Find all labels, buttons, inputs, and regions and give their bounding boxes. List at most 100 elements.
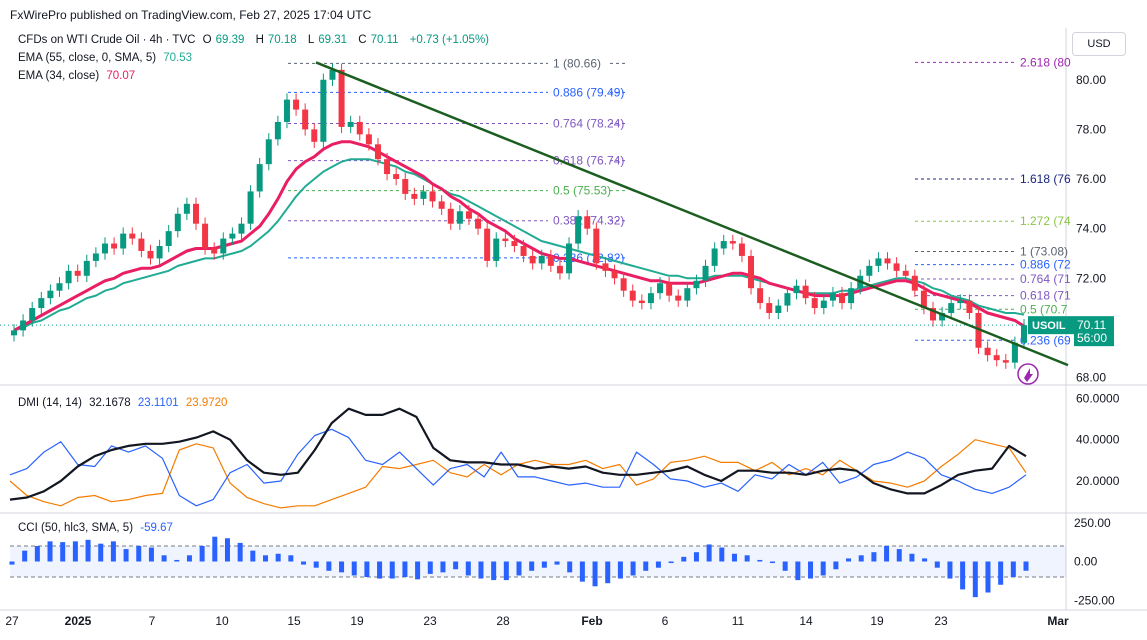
cci-bar xyxy=(478,561,484,579)
cci-band xyxy=(10,546,1066,577)
candle-body xyxy=(602,263,609,271)
price-tick-label: 70.00 xyxy=(1076,321,1106,335)
cci-bar xyxy=(655,561,661,568)
cci-legend[interactable]: CCI (50, hlc3, SMA, 5) -59.67 xyxy=(18,522,177,534)
dmi-label: DMI (14, 14) xyxy=(18,397,82,409)
candle-body xyxy=(811,298,818,309)
time-tick-label: 19 xyxy=(870,614,884,628)
candle-body xyxy=(720,241,727,249)
candle-body xyxy=(165,231,172,247)
dmi-lines xyxy=(9,407,1027,509)
candle-body xyxy=(20,320,27,331)
candle-body xyxy=(47,290,54,299)
symbol-legend: CFDs on WTI Crude Oil · 4h · TVC O 69.39 … xyxy=(18,34,493,46)
candle-body xyxy=(766,303,773,314)
fib-left-label: 1 (80.66) xyxy=(553,56,601,70)
candle-body xyxy=(575,216,582,244)
cci-bar xyxy=(922,558,928,562)
candle-body xyxy=(220,238,227,254)
cci-bar xyxy=(858,555,864,562)
cci-bar xyxy=(1010,561,1016,577)
candle-body xyxy=(393,174,400,180)
candle-body xyxy=(156,246,163,259)
time-tick-label: 27 xyxy=(5,614,19,628)
candle-body xyxy=(902,270,909,276)
cci-bar xyxy=(833,561,839,570)
trendline xyxy=(315,61,1069,367)
cci-label: CCI (50, hlc3, SMA, 5) xyxy=(18,522,134,534)
cci-bar xyxy=(60,542,66,562)
dmi-tick-label: 60.0000 xyxy=(1076,391,1120,405)
candle-body xyxy=(738,243,745,256)
candle-body xyxy=(74,270,81,276)
candle-body xyxy=(29,308,36,321)
cci-bar xyxy=(871,552,877,562)
candle-body xyxy=(447,208,454,224)
cci-bar xyxy=(465,561,471,576)
candle-body xyxy=(930,308,937,321)
dmi-legend[interactable]: DMI (14, 14) 32.1678 23.1101 23.9720 xyxy=(18,397,231,409)
cci-bar xyxy=(579,561,585,582)
candle-body xyxy=(329,69,336,80)
price-tag-box xyxy=(1074,316,1114,347)
candle-body xyxy=(975,313,982,348)
candle-body xyxy=(365,134,372,145)
symbol-tag-text: USOIL xyxy=(1032,320,1066,332)
candle-body xyxy=(748,255,755,289)
ema34-legend[interactable]: EMA (34, close) 70.07 xyxy=(18,70,139,82)
fib-right-label: 0.618 (71 xyxy=(1020,289,1071,303)
ema55-line xyxy=(13,158,1025,332)
cci-bar xyxy=(72,541,78,562)
candle-body xyxy=(56,283,63,291)
ema34-value: 70.07 xyxy=(106,70,136,82)
candle-body xyxy=(229,233,236,239)
cci-tick-label: -250.00 xyxy=(1074,593,1115,607)
candle-body xyxy=(338,69,345,127)
candle-body xyxy=(893,263,900,271)
candle-body xyxy=(120,233,127,249)
fib-right-label: 0.886 (72 xyxy=(1020,258,1071,272)
candle-body xyxy=(502,238,509,242)
cci-bar xyxy=(681,556,687,562)
ohlc-close: C 70.11 xyxy=(358,34,399,46)
candle-body xyxy=(438,201,445,209)
cci-bar xyxy=(288,555,294,562)
candle-body xyxy=(311,129,318,142)
candle-body xyxy=(265,139,272,165)
candle-body xyxy=(1011,342,1018,363)
price-tick-label: 76.00 xyxy=(1076,172,1106,186)
ema55-value: 70.53 xyxy=(163,52,193,64)
candle-body xyxy=(629,290,636,301)
cci-bar xyxy=(389,561,395,579)
ohlc-high: H 70.18 xyxy=(255,34,297,46)
candle-body xyxy=(238,223,245,234)
candle-body xyxy=(465,211,472,219)
candle-body xyxy=(939,313,946,321)
candle-body xyxy=(884,258,891,264)
candle-body xyxy=(675,295,682,301)
cci-bar xyxy=(820,561,826,576)
fib-left-label: 0.886 (79.49) xyxy=(553,85,624,99)
ohlc-open: O 69.39 xyxy=(202,34,245,46)
currency-button[interactable]: USD xyxy=(1072,32,1126,56)
candle-body xyxy=(875,258,882,266)
time-tick-label: 6 xyxy=(662,614,669,628)
candle-body xyxy=(529,255,536,264)
candle-body xyxy=(757,288,764,304)
ema55-legend[interactable]: EMA (55, close, 0, SMA, 5) 70.53 xyxy=(18,52,196,64)
cci-bar xyxy=(960,561,966,590)
candle-body xyxy=(966,300,973,314)
candle-body xyxy=(993,355,1000,361)
time-tick-label: 2025 xyxy=(65,614,92,628)
time-tick-label: Feb xyxy=(581,614,602,628)
candle-body xyxy=(320,79,327,142)
fib-right-label: 2.618 (80 xyxy=(1020,55,1071,69)
dmi-minus-line xyxy=(9,439,1027,509)
candle-body xyxy=(666,283,673,296)
candle-body xyxy=(302,109,309,130)
fib-left-label: 0.236 (72.82) xyxy=(553,251,624,265)
cci-bar xyxy=(224,538,230,562)
candle-body xyxy=(647,293,654,304)
symbol-name[interactable]: CFDs on WTI Crude Oil · 4h · TVC xyxy=(18,34,196,46)
fib-left-label: 0.5 (75.53) xyxy=(553,184,611,198)
